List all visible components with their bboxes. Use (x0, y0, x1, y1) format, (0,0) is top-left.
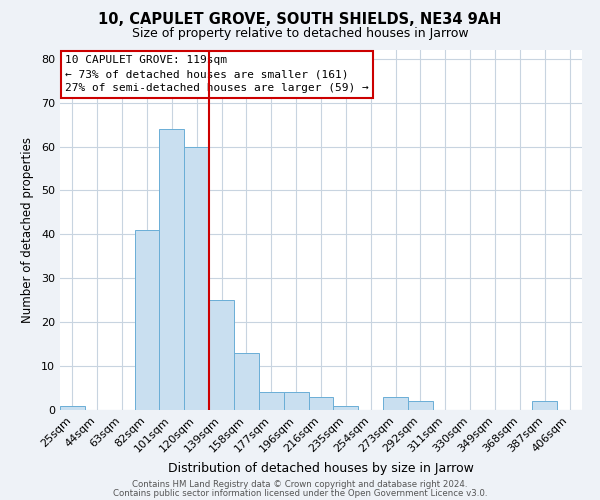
Bar (259, 392, 284, 410)
Bar (408, 401, 433, 410)
Text: 10 CAPULET GROVE: 119sqm
← 73% of detached houses are smaller (161)
27% of semi-: 10 CAPULET GROVE: 119sqm ← 73% of detach… (65, 56, 369, 94)
Text: Contains public sector information licensed under the Open Government Licence v3: Contains public sector information licen… (113, 489, 487, 498)
Bar (234, 353, 259, 410)
Y-axis label: Number of detached properties: Number of detached properties (21, 137, 34, 323)
Bar (532, 401, 557, 410)
Bar (209, 300, 234, 410)
Bar (184, 146, 209, 410)
Bar (284, 392, 308, 410)
X-axis label: Distribution of detached houses by size in Jarrow: Distribution of detached houses by size … (168, 462, 474, 475)
Bar (60, 406, 85, 410)
Bar (308, 397, 334, 410)
Bar (383, 397, 408, 410)
Bar (334, 406, 358, 410)
Bar (160, 129, 184, 410)
Text: Size of property relative to detached houses in Jarrow: Size of property relative to detached ho… (131, 28, 469, 40)
Bar (134, 230, 160, 410)
Text: Contains HM Land Registry data © Crown copyright and database right 2024.: Contains HM Land Registry data © Crown c… (132, 480, 468, 489)
Text: 10, CAPULET GROVE, SOUTH SHIELDS, NE34 9AH: 10, CAPULET GROVE, SOUTH SHIELDS, NE34 9… (98, 12, 502, 28)
